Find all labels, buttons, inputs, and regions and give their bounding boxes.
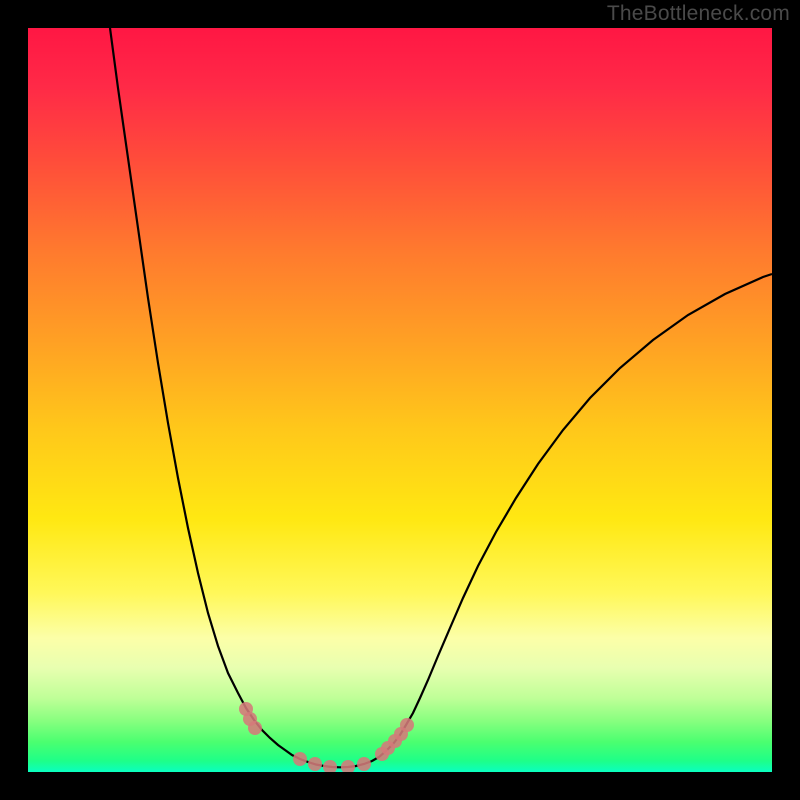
data-marker — [293, 752, 307, 766]
data-marker — [357, 757, 371, 771]
data-marker — [308, 757, 322, 771]
data-marker — [248, 721, 262, 735]
gradient-background — [28, 28, 772, 772]
watermark-text: TheBottleneck.com — [607, 2, 790, 26]
chart-plot-area — [28, 28, 772, 772]
bottleneck-curve-chart — [28, 28, 772, 772]
data-marker — [400, 718, 414, 732]
